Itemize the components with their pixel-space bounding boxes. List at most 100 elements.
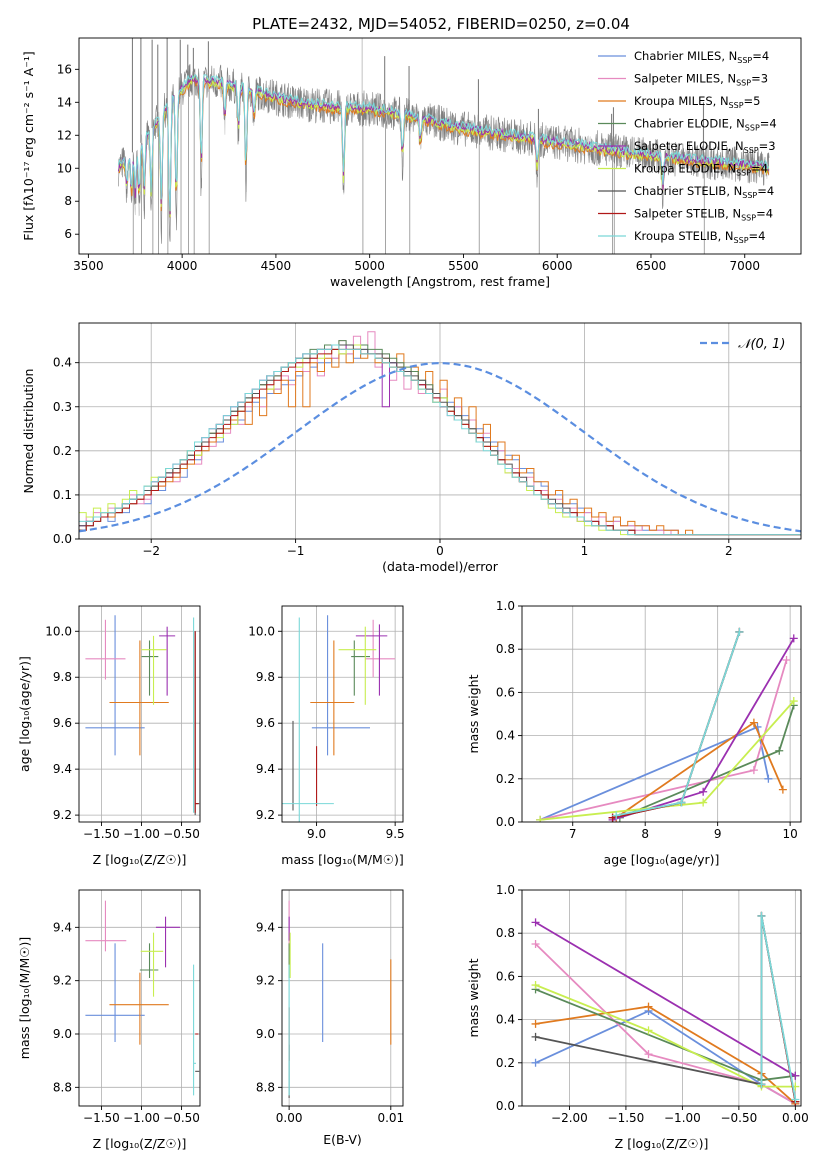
- mass-vs-ebv-ytick-label: 9.2: [256, 974, 275, 988]
- age-vs-Z-xlabel: Z [log₁₀(Z/Z☉)]: [93, 852, 187, 867]
- mass-vs-Z-ytick-label: 9.4: [53, 920, 72, 934]
- residual-hist-ytick-label: 0.1: [53, 488, 72, 502]
- weight-vs-age-marker-chab_elodie: [775, 746, 784, 755]
- weight-vs-Z-ytick-label: 0.2: [496, 1056, 515, 1070]
- legend-label-krou_elodie: Kroupa ELODIE, NSSP=4: [634, 162, 768, 178]
- spectrum-xtick-label: 4000: [167, 259, 198, 273]
- spectrum-ytick-label: 8: [64, 194, 72, 208]
- spectrum-ytick-label: 6: [64, 227, 72, 241]
- spectrum-ytick-label: 10: [57, 161, 72, 175]
- weight-vs-age-line-chab_stelib: [612, 631, 741, 819]
- spectrum-xtick-label: 6500: [636, 259, 667, 273]
- age-vs-mass-ytick-label: 9.2: [256, 808, 275, 822]
- spectrum-xtick-label: 5500: [448, 259, 479, 273]
- weight-vs-age-ytick-label: 0.6: [496, 685, 515, 699]
- weight-vs-age-ylabel: mass weight: [466, 674, 481, 753]
- age-vs-mass-plot-area: [282, 606, 403, 822]
- weight-vs-age-xlabel: age [log₁₀(age/yr)]: [604, 852, 720, 867]
- residual-hist-xtick-label: −2: [142, 544, 160, 558]
- mass-vs-ebv-axes: 0.00 0.01 8.8 9.0 9.2 9.4 E(B-V): [256, 889, 404, 1147]
- mass-vs-ebv-xtick-label: 0.00: [276, 1111, 303, 1125]
- legend-label-chab_elodie: Chabrier ELODIE, NSSP=4: [634, 117, 777, 133]
- mass-vs-ebv-frame: [281, 889, 404, 1107]
- weight-vs-Z-frame: [521, 889, 802, 1107]
- age-vs-Z-xtick-label: −1.50: [83, 827, 120, 841]
- weight-vs-age-frame: [521, 605, 802, 823]
- age-vs-Z-ytick-label: 9.6: [53, 716, 72, 730]
- age-vs-Z-xtick-label: −0.50: [163, 827, 200, 841]
- mass-vs-ebv-ytick-label: 9.0: [256, 1027, 275, 1041]
- weight-vs-age-xtick-label: 9: [714, 827, 722, 841]
- residual-hist-ytick-label: 0.3: [53, 400, 72, 414]
- spectrum-xtick-label: 5000: [354, 259, 385, 273]
- mass-vs-Z-ytick-label: 9.2: [53, 974, 72, 988]
- mass-vs-ebv-ytick-label: 9.4: [256, 920, 275, 934]
- weight-vs-Z-marker-krou_stelib: [757, 1080, 766, 1089]
- weight-vs-age-marker-krou_elodie: [699, 798, 708, 807]
- age-vs-mass-xtick-label: 9.0: [307, 827, 326, 841]
- weight-vs-age-marker-salp_miles: [782, 656, 791, 664]
- weight-vs-Z-xtick-label: −0.50: [720, 1111, 757, 1125]
- residual-hist-xtick-label: 0: [436, 544, 444, 558]
- spectrum-axes: 3500 4000 4500 5000 5500 6000 6500 7000 6 8 10 12 14…: [21, 37, 802, 289]
- age-vs-mass-frame: [281, 605, 404, 823]
- weight-vs-age-marker-salp_elodie: [789, 634, 798, 643]
- weight-vs-Z-line-krou_elodie: [535, 984, 796, 1088]
- weight-vs-Z-line-chab_stelib: [535, 915, 797, 1102]
- weight-vs-Z-line-salp_elodie: [535, 921, 796, 1077]
- weight-vs-Z-marker-krou_miles: [531, 1019, 540, 1028]
- weight-vs-age-marker-salp_miles: [749, 766, 758, 775]
- legend-label-krou_stelib: Kroupa STELIB, NSSP=4: [634, 229, 765, 245]
- weight-vs-age-marker-krou_elodie: [536, 815, 545, 822]
- spectrum-xtick-label: 3500: [73, 259, 104, 273]
- weight-vs-Z-marker-krou_stelib: [791, 1095, 800, 1104]
- weight-vs-Z-axes: −2.00 −1.50 −1.00 −0.50 0.00 0.0 0.2 0.4 0.6 0.8 1…: [466, 883, 809, 1151]
- weight-vs-Z-ytick-label: 0.8: [496, 926, 515, 940]
- weight-vs-Z-ytick-label: 0.4: [496, 1013, 515, 1027]
- weight-vs-Z-ytick-label: 1.0: [496, 883, 515, 897]
- legend-label-salp_stelib: Salpeter STELIB, NSSP=4: [634, 207, 773, 223]
- age-vs-Z-ytick-label: 9.8: [53, 670, 72, 684]
- spectrum-xtick-label: 6000: [542, 259, 573, 273]
- weight-vs-Z-marker-salp_elodie: [531, 918, 540, 927]
- age-vs-mass-ytick-label: 10.0: [248, 624, 275, 638]
- mass-vs-ebv-ytick-label: 8.8: [256, 1080, 275, 1094]
- weight-vs-age-marker-krou_miles: [749, 718, 758, 727]
- weight-vs-age-marker-krou_elodie: [789, 697, 798, 706]
- residual-hist-xtick-label: −1: [287, 544, 305, 558]
- mass-vs-Z-axes: −1.50 −1.00 −0.50 8.8 9.0 9.2 9.4 Z [log₁₀(Z/Z☉…: [17, 889, 201, 1151]
- weight-vs-age-xtick-label: 7: [569, 827, 577, 841]
- residual-hist-ytick-label: 0.0: [53, 532, 72, 546]
- weight-vs-Z-plot-area: [522, 890, 801, 1106]
- weight-vs-Z-marker-krou_elodie: [531, 981, 540, 990]
- weight-vs-age-line-salp_stelib: [612, 631, 741, 819]
- weight-vs-Z-marker-krou_elodie: [644, 1026, 653, 1035]
- legend-label-chab_stelib: Chabrier STELIB, NSSP=4: [634, 184, 774, 200]
- weight-vs-age-xtick-label: 10: [782, 827, 797, 841]
- legend-label-salp_miles: Salpeter MILES, NSSP=3: [634, 72, 768, 88]
- mass-vs-Z-xlabel: Z [log₁₀(Z/Z☉)]: [93, 1136, 187, 1151]
- weight-vs-age-line-salp_miles: [539, 659, 788, 821]
- weight-vs-age-ytick-label: 0.2: [496, 772, 515, 786]
- weight-vs-Z-xtick-label: −2.00: [551, 1111, 588, 1125]
- spectrum-ytick-label: 12: [57, 128, 72, 142]
- weight-vs-Z-line-salp_miles: [534, 943, 796, 1105]
- spectrum-xlabel: wavelength [Angstrom, rest frame]: [330, 274, 550, 289]
- weight-vs-age-marker-salp_elodie: [699, 787, 708, 796]
- weight-vs-age-axes: 7 8 9 10 0.0 0.2 0.4 0.6 0.8 1.0 age [log₁₀(age/yr…: [466, 599, 802, 867]
- weight-vs-Z-ylabel: mass weight: [466, 958, 481, 1037]
- spectrum-xtick-label: 7000: [729, 259, 760, 273]
- age-vs-mass-ytick-label: 9.6: [256, 716, 275, 730]
- weight-vs-Z-marker-krou_stelib: [757, 911, 766, 920]
- weight-vs-Z-marker-krou_miles: [644, 1002, 653, 1011]
- age-vs-Z-ytick-label: 9.4: [53, 762, 72, 776]
- weight-vs-Z-line-krou_stelib: [760, 915, 797, 1100]
- weight-vs-Z-line-chab_elodie: [535, 988, 796, 1082]
- figure-title: PLATE=2432, MJD=54052, FIBERID=0250, z=0…: [252, 15, 630, 33]
- mass-vs-ebv-xtick-label: 0.01: [377, 1111, 404, 1125]
- mass-vs-ebv-xlabel: E(B-V): [323, 1132, 362, 1147]
- mass-vs-Z-frame: [78, 889, 201, 1107]
- hist-legend-label: 𝒩(0, 1): [738, 337, 785, 352]
- weight-vs-Z-xtick-label: −1.50: [608, 1111, 645, 1125]
- age-vs-mass-axes: 9.0 9.5 9.2 9.4 9.6 9.8 10.0 mass [log₁₀(M/M☉)]: [248, 605, 405, 867]
